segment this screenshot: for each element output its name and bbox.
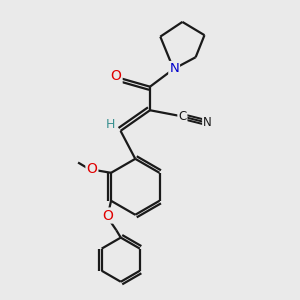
Text: O: O [86,162,98,176]
Text: N: N [169,62,179,75]
Text: O: O [102,208,113,223]
Text: H: H [106,118,115,131]
Text: N: N [203,116,212,129]
Text: C: C [178,110,187,123]
Text: O: O [111,69,122,83]
